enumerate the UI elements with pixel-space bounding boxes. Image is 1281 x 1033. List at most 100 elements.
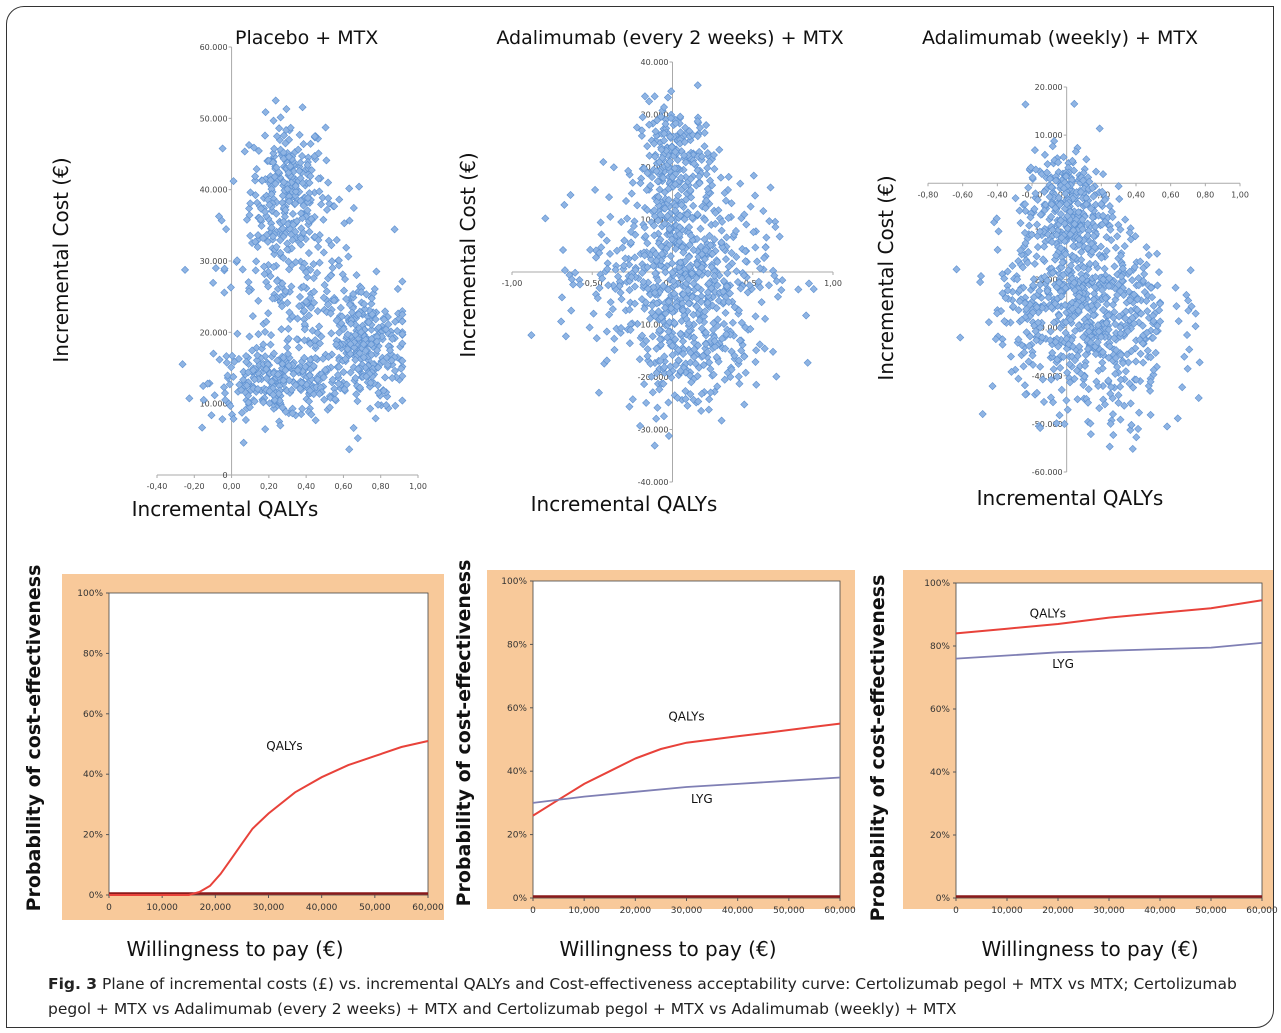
scatter-point: [1048, 348, 1057, 357]
scatter-point: [380, 315, 389, 324]
scatter-point: [681, 172, 690, 182]
scatter-point: [248, 312, 257, 321]
scatter-point: [1039, 255, 1048, 264]
scatter-point: [665, 224, 674, 233]
scatter-point: [591, 253, 601, 262]
scatter-point: [992, 214, 1001, 223]
scatter-point: [353, 434, 362, 443]
scatter-point: [689, 201, 698, 210]
scatter-point: [1026, 213, 1035, 222]
scatter-point: [1008, 261, 1017, 270]
scatter-point: [625, 305, 634, 314]
scatter-point: [761, 314, 770, 323]
scatter-point: [722, 282, 731, 291]
scatter-point: [334, 256, 343, 265]
scatter-point: [606, 298, 615, 307]
scatter-point: [1036, 423, 1045, 432]
scatter-point: [1062, 334, 1071, 343]
scatter-point: [1060, 419, 1069, 428]
scatter-point: [254, 146, 263, 155]
scatter-point: [293, 314, 302, 323]
scatter-point: [602, 327, 611, 336]
scatter-point: [1116, 350, 1126, 359]
scatter-point: [323, 205, 332, 214]
ceac-series-line-lyg: [955, 642, 1263, 660]
scatter-point: [1104, 282, 1113, 291]
scatter-point: [717, 238, 726, 247]
scatter-point: [740, 400, 749, 409]
scatter-point: [1038, 333, 1047, 342]
scatter-point: [646, 181, 655, 190]
scatter-point: [721, 308, 730, 317]
scatter-point: [361, 346, 370, 355]
scatter-point: [700, 142, 709, 151]
scatter-point: [1031, 327, 1040, 336]
y-tick-label: 0: [222, 471, 227, 480]
scatter-point: [650, 206, 659, 215]
scatter-point: [592, 334, 601, 343]
scatter-point: [1098, 220, 1107, 229]
ceac-y-tick-label: 80%: [507, 640, 527, 650]
scatter-point: [1120, 242, 1129, 251]
scatter-point: [734, 306, 743, 315]
scatter-point: [699, 351, 708, 360]
scatter-point: [327, 257, 336, 266]
scatter-point: [326, 393, 335, 402]
scatter-point: [712, 353, 721, 362]
scatter-point: [291, 380, 300, 390]
scatter-point: [735, 379, 744, 388]
scatter-point: [676, 128, 685, 137]
scatter-point: [1086, 430, 1095, 439]
scatter-point: [288, 209, 297, 218]
scatter-point: [322, 156, 331, 165]
scatter-point: [285, 135, 294, 144]
ceac-x-tick-label: 40,000: [722, 906, 754, 916]
scatter-point: [1084, 398, 1093, 407]
scatter-point: [277, 302, 287, 311]
scatter-point: [1003, 286, 1012, 295]
scatter-point: [721, 344, 730, 353]
ceac-series-label: QALYs: [1030, 607, 1066, 621]
scatter-point: [557, 293, 567, 302]
scatter-point: [640, 223, 649, 232]
scatter-point: [1128, 313, 1137, 322]
scatter-point: [640, 164, 649, 173]
scatter-point: [252, 257, 261, 266]
scatter-point: [640, 251, 649, 260]
scatter-point: [362, 372, 371, 381]
scatter-point: [267, 331, 276, 340]
scatter-point: [1061, 250, 1070, 259]
scatter-point: [223, 371, 232, 380]
scatter-point: [770, 271, 779, 280]
scatter-point: [721, 255, 730, 264]
scatter-point: [314, 242, 323, 251]
scatter-point: [1105, 442, 1114, 451]
scatter-point: [307, 214, 316, 224]
scatter-point: [252, 165, 261, 174]
scatter-point: [693, 132, 702, 141]
scatter-point: [264, 282, 273, 291]
scatter-point: [330, 389, 339, 398]
scatter-point: [371, 315, 380, 324]
scatter-point: [700, 255, 709, 264]
ceac-x-tick-label: 20,000: [200, 903, 232, 913]
scatter-point: [705, 231, 714, 240]
scatter-point: [306, 266, 315, 275]
scatter-point: [1000, 317, 1009, 326]
scatter-point: [366, 378, 375, 387]
ceac-y-axis-label: Probability of cost-effectiveness: [867, 575, 889, 922]
scatter-point: [398, 396, 407, 405]
y-tick-label: 10.000: [1035, 131, 1063, 140]
scatter-point: [279, 353, 288, 362]
scatter-point: [597, 243, 606, 252]
scatter-point: [262, 374, 271, 383]
scatter-point: [1098, 187, 1107, 196]
scatter-point: [355, 383, 364, 392]
scatter-point: [1134, 281, 1143, 290]
scatter-point: [1079, 333, 1088, 342]
scatter-point: [1149, 317, 1158, 326]
ceac-x-tick-label: 10,000: [568, 906, 600, 916]
scatter-point: [1074, 292, 1083, 301]
scatter-point: [296, 234, 306, 243]
scatter-point: [1043, 286, 1052, 296]
